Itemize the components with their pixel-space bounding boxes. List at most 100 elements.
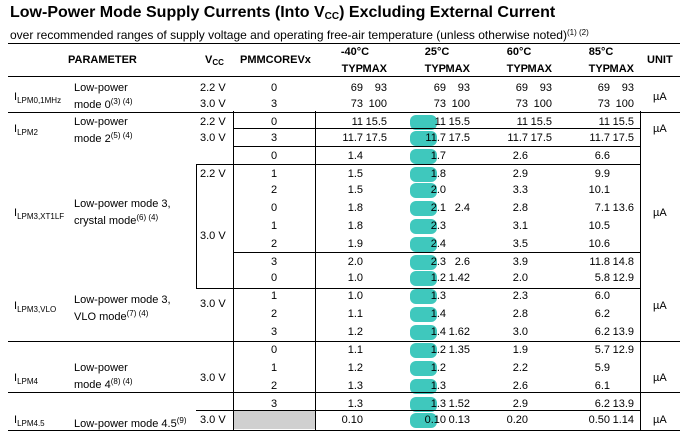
value-cell: 2.9 xyxy=(512,168,528,180)
value-cell: 17.5 xyxy=(365,132,387,144)
na-cell xyxy=(234,411,315,429)
value-cell: 1.7 xyxy=(430,150,446,162)
value-cell: 1.3 xyxy=(430,380,446,392)
value-cell: 1.35 xyxy=(448,344,470,356)
value-cell: 2.3 xyxy=(512,290,528,302)
value-cell: 93 xyxy=(539,82,552,94)
highlight-marker xyxy=(410,201,437,216)
table-rule xyxy=(196,164,640,165)
pmmcorev-cell: 3 xyxy=(270,256,278,268)
pmmcorev-cell: 2 xyxy=(270,238,278,250)
vcc-cell: 2.2 V xyxy=(200,116,226,128)
value-cell: 1.52 xyxy=(448,398,470,410)
value-cell: 13.9 xyxy=(612,398,634,410)
highlight-marker xyxy=(410,413,437,428)
value-cell: 5.8 xyxy=(594,272,610,284)
column-header-temp: 25°C xyxy=(424,46,450,58)
value-cell: 1.1 xyxy=(347,344,363,356)
value-cell: 1.2 xyxy=(347,362,363,374)
column-header-typ: TYP xyxy=(341,63,363,75)
highlight-marker xyxy=(410,361,437,376)
vcc-cell: 3.0 V xyxy=(200,132,226,144)
value-cell: 1.4 xyxy=(347,150,363,162)
unit-cell: µA xyxy=(653,414,667,426)
value-cell: 1.14 xyxy=(612,414,634,426)
value-cell: 73 xyxy=(515,98,528,110)
highlight-marker xyxy=(410,271,437,286)
value-cell: 1.0 xyxy=(347,272,363,284)
column-header-max: MAX xyxy=(445,63,470,75)
highlight-marker xyxy=(410,183,437,198)
value-cell: 0.10 xyxy=(424,414,446,426)
highlight-marker xyxy=(410,289,437,304)
value-cell: 13.9 xyxy=(612,326,634,338)
vcc-cell: 3.0 V xyxy=(200,372,226,384)
unit-cell: µA xyxy=(653,207,667,219)
pmmcorev-cell: 2 xyxy=(270,308,278,320)
value-cell: 1.42 xyxy=(448,272,470,284)
value-cell: 17.5 xyxy=(612,132,634,144)
value-cell: 11 xyxy=(598,116,610,128)
value-cell: 100 xyxy=(368,98,387,110)
column-header-max: MAX xyxy=(527,63,552,75)
value-cell: 10.6 xyxy=(588,238,610,250)
parameter-description: Low-power mode 2(5) (4) xyxy=(74,116,133,145)
parameter-description: Low-power mode 4(8) (4) xyxy=(74,362,133,391)
highlight-marker xyxy=(410,237,437,252)
value-cell: 2.6 xyxy=(512,380,528,392)
value-cell: 93 xyxy=(457,82,470,94)
vcc-cell: 2.2 V xyxy=(200,82,226,94)
highlight-marker xyxy=(410,131,437,146)
value-cell: 3.9 xyxy=(512,256,528,268)
pmmcorev-cell: 3 xyxy=(270,326,278,338)
table-header-rule xyxy=(8,76,680,77)
value-cell: 73 xyxy=(433,98,446,110)
vcc-cell: 2.2 V xyxy=(200,168,226,180)
column-header-max: MAX xyxy=(362,63,387,75)
value-cell: 69 xyxy=(350,82,363,94)
value-cell: 3.0 xyxy=(512,326,528,338)
unit-cell: µA xyxy=(653,91,667,103)
value-cell: 2.6 xyxy=(454,256,470,268)
value-cell: 100 xyxy=(533,98,552,110)
parameter-symbol: ILPM0,1MHz xyxy=(14,91,62,105)
value-cell: 100 xyxy=(615,98,634,110)
table-divider xyxy=(640,111,641,430)
column-header-temp: -40°C xyxy=(340,46,370,58)
column-header-pmmcorev: PMMCOREVx xyxy=(240,54,311,66)
highlight-marker xyxy=(410,379,437,394)
value-cell: 12.9 xyxy=(612,272,634,284)
parameter-symbol: ILPM2 xyxy=(14,123,38,137)
pmmcorev-cell: 0 xyxy=(270,272,278,284)
value-cell: 1.2 xyxy=(430,272,446,284)
page-title: Low-Power Mode Supply Currents (Into VCC… xyxy=(10,4,556,22)
parameter-symbol: ILPM3,VLO xyxy=(14,300,57,314)
value-cell: 1.5 xyxy=(347,168,363,180)
unit-cell: µA xyxy=(653,123,667,135)
value-cell: 2.6 xyxy=(512,150,528,162)
value-cell: 1.5 xyxy=(347,184,363,196)
value-cell: 6.6 xyxy=(594,150,610,162)
value-cell: 2.4 xyxy=(430,238,446,250)
value-cell: 6.2 xyxy=(594,398,610,410)
table-divider xyxy=(196,164,197,288)
page-subtitle: over recommended ranges of supply voltag… xyxy=(10,28,589,42)
value-cell: 0.50 xyxy=(588,414,610,426)
value-cell: 6.1 xyxy=(594,380,610,392)
value-cell: 93 xyxy=(374,82,387,94)
value-cell: 100 xyxy=(451,98,470,110)
table-rule xyxy=(196,410,640,411)
value-cell: 15.5 xyxy=(530,116,552,128)
table-rule xyxy=(196,288,640,289)
value-cell: 69 xyxy=(433,82,446,94)
value-cell: 12.9 xyxy=(612,344,634,356)
pmmcorev-cell: 3 xyxy=(270,98,278,110)
pmmcorev-cell: 0 xyxy=(270,344,278,356)
pmmcorev-cell: 0 xyxy=(270,150,278,162)
highlight-marker xyxy=(410,397,437,412)
column-header-typ: TYP xyxy=(588,63,610,75)
column-header-unit: UNIT xyxy=(647,54,673,66)
value-cell: 13.6 xyxy=(612,202,634,214)
value-cell: 11 xyxy=(351,116,363,128)
value-cell: 11.7 xyxy=(507,132,528,144)
